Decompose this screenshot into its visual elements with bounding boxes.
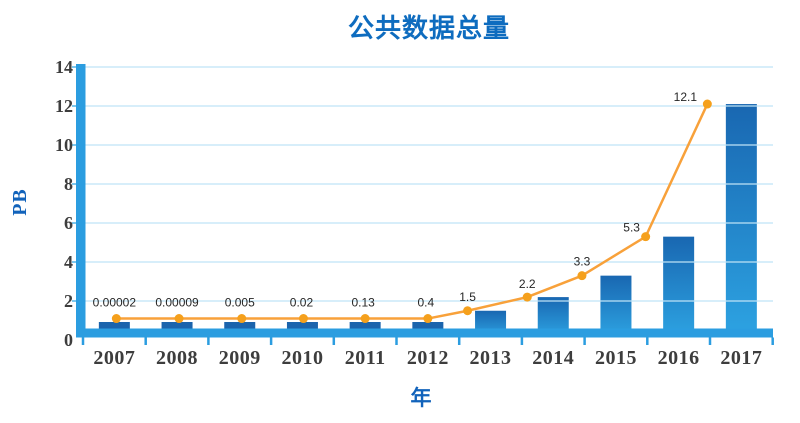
- bar: [600, 275, 632, 338]
- data-label: 3.3: [574, 255, 591, 269]
- line-marker: [174, 314, 184, 324]
- x-tick-label: 2009: [219, 347, 261, 369]
- data-label: 0.005: [225, 296, 255, 310]
- data-label: 0.00009: [155, 296, 199, 310]
- x-tick-label: 2016: [658, 347, 700, 369]
- line-marker: [237, 314, 247, 324]
- x-axis-title: 年: [410, 387, 432, 410]
- y-tick-label: 4: [64, 252, 73, 272]
- line-marker: [423, 314, 433, 324]
- data-label: 0.02: [290, 296, 314, 310]
- chart-title: 公共数据总量: [347, 13, 510, 43]
- line-marker: [577, 271, 587, 281]
- line-marker: [463, 306, 473, 316]
- data-label: 5.3: [623, 221, 640, 235]
- line-marker: [298, 314, 308, 324]
- data-label: 2.2: [519, 277, 536, 291]
- line-marker: [111, 314, 121, 324]
- bar: [663, 236, 695, 338]
- y-tick-label: 12: [55, 96, 73, 116]
- x-tick-label: 2012: [407, 347, 449, 369]
- x-tick-label: 2014: [532, 347, 574, 369]
- y-axis-line: [76, 64, 86, 338]
- line-marker: [360, 314, 370, 324]
- data-label: 1.5: [459, 290, 476, 304]
- x-axis-line: [76, 328, 773, 338]
- data-label: 0.00002: [93, 296, 137, 310]
- y-axis-title: PB: [9, 188, 31, 216]
- data-label: 0.13: [351, 296, 375, 310]
- x-tick-label: 2010: [281, 347, 323, 369]
- x-tick-label: 2008: [156, 347, 198, 369]
- line-marker: [522, 292, 532, 302]
- data-label: 0.4: [418, 296, 435, 310]
- x-tick-label: 2015: [595, 347, 637, 369]
- y-tick-label: 10: [55, 135, 73, 155]
- x-tick-label: 2007: [93, 347, 135, 369]
- y-tick-label: 6: [64, 213, 73, 233]
- x-tick-label: 2013: [470, 347, 512, 369]
- line-marker: [641, 232, 651, 242]
- y-tick-label: 2: [64, 291, 73, 311]
- y-tick-label: 0: [64, 330, 73, 350]
- x-tick-label: 2017: [720, 347, 762, 369]
- y-tick-label: 14: [55, 57, 73, 77]
- bar: [725, 104, 757, 338]
- line-marker: [702, 99, 712, 109]
- y-tick-label: 8: [64, 174, 73, 194]
- data-label: 12.1: [674, 90, 698, 104]
- x-tick-label: 2011: [345, 347, 386, 369]
